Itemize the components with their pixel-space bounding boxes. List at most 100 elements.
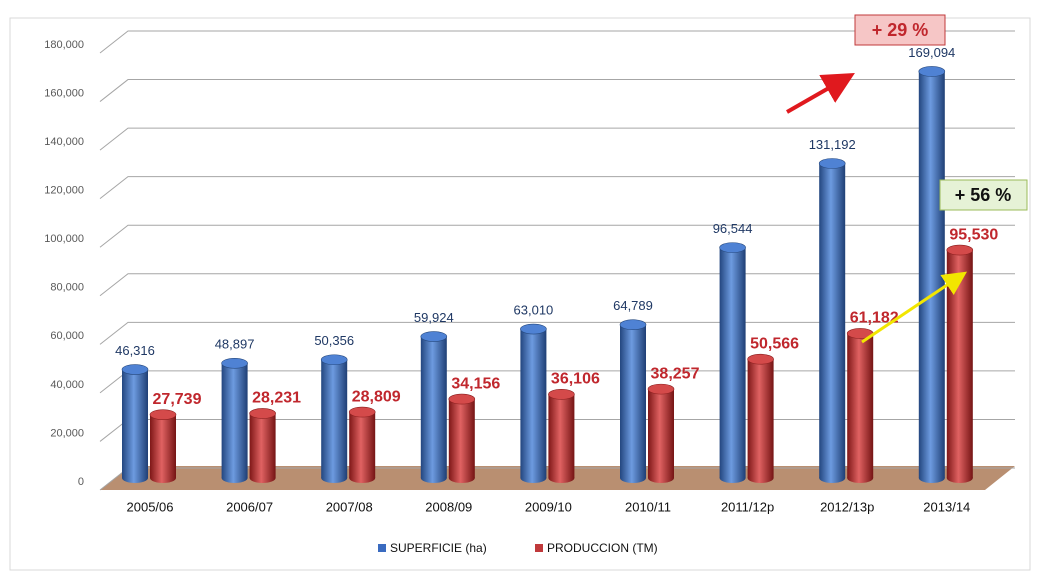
bar: [847, 333, 874, 478]
bar-cap: [448, 393, 476, 405]
bar: [520, 329, 547, 478]
y-tick-label: 100,000: [44, 233, 84, 245]
y-tick-label: 80,000: [50, 282, 84, 294]
value-label: 59,924: [414, 310, 454, 325]
bar-cap: [747, 353, 774, 365]
x-tick-label: 2010/11: [625, 499, 671, 514]
bar-cap: [348, 406, 376, 418]
bar: [747, 359, 774, 478]
y-tick-label: 140,000: [44, 136, 84, 148]
value-label: 34,156: [451, 375, 500, 392]
legend-label: PRODUCCION (TM): [547, 541, 658, 555]
value-label: 48,897: [215, 337, 255, 352]
x-tick-label: 2006/07: [226, 499, 273, 514]
bar: [719, 247, 746, 478]
arrow: [786, 73, 855, 114]
bar-cap: [818, 158, 846, 169]
x-tick-label: 2009/10: [525, 499, 572, 514]
bar-base: [620, 473, 646, 483]
bar: [221, 363, 248, 478]
y-tick-label: 20,000: [50, 427, 84, 439]
bar: [648, 389, 674, 478]
bar-base: [819, 473, 846, 483]
bar-base: [420, 473, 447, 483]
bar-base: [548, 473, 575, 483]
value-label: 63,010: [514, 302, 554, 317]
bar: [249, 413, 276, 478]
value-label: 61,182: [850, 310, 899, 327]
value-label: 169,094: [908, 45, 955, 60]
bar-base: [918, 473, 945, 483]
value-label: 28,231: [252, 390, 301, 407]
bar: [150, 414, 176, 478]
bar-base: [946, 473, 973, 483]
legend-label: SUPERFICIE (ha): [390, 541, 487, 555]
arrow: [861, 271, 967, 344]
bar: [420, 336, 447, 478]
bar: [349, 412, 376, 478]
legend-swatch: [378, 544, 386, 552]
bar: [819, 163, 846, 478]
bar-base: [249, 473, 276, 483]
grid-line: [99, 127, 1015, 151]
bar-base: [122, 473, 148, 483]
bar-base: [321, 473, 348, 483]
grid-line: [99, 224, 1015, 248]
bar: [918, 71, 945, 478]
grid-line: [99, 321, 1015, 345]
annotation: + 29 %: [872, 20, 929, 40]
legend-swatch: [535, 544, 543, 552]
value-label: 28,809: [352, 388, 401, 405]
x-tick-label: 2005/06: [127, 499, 174, 514]
value-label: 36,106: [551, 371, 600, 388]
x-tick-label: 2012/13p: [820, 499, 874, 514]
bar-base: [448, 473, 475, 483]
bar: [321, 359, 348, 478]
bar: [448, 399, 475, 478]
bar-cap: [946, 244, 974, 256]
value-label: 95,530: [949, 226, 998, 243]
y-tick-label: 40,000: [50, 379, 84, 391]
bar-base: [150, 473, 176, 483]
y-tick-label: 120,000: [44, 185, 84, 197]
value-label: 50,566: [750, 335, 799, 352]
x-tick-label: 2008/09: [425, 499, 472, 514]
bar-cap: [121, 364, 149, 375]
bar-base: [719, 473, 746, 483]
bar-cap: [420, 331, 448, 342]
bar-base: [520, 473, 547, 483]
value-label: 64,789: [613, 298, 653, 313]
bar-cap: [221, 357, 248, 369]
bar: [122, 369, 148, 478]
annotation: + 56 %: [955, 185, 1012, 205]
bar-cap: [149, 409, 177, 420]
y-tick-label: 160,000: [44, 87, 84, 99]
x-tick-label: 2013/14: [923, 499, 970, 514]
y-tick-label: 180,000: [44, 39, 84, 51]
x-tick-label: 2011/12p: [721, 499, 774, 514]
value-label: 131,192: [809, 137, 856, 152]
bar-cap: [719, 242, 746, 253]
value-label: 27,739: [153, 391, 202, 408]
value-label: 50,356: [314, 333, 354, 348]
x-tick-label: 2007/08: [326, 499, 373, 514]
bar-cap: [249, 408, 276, 419]
bar-cap: [619, 319, 647, 331]
annotation-box: [854, 14, 946, 46]
bar-base: [847, 473, 874, 483]
grid-line: [99, 30, 1015, 54]
bar-cap: [647, 383, 675, 395]
bar-base: [221, 473, 248, 483]
y-tick-label: 0: [78, 476, 84, 488]
value-label: 46,316: [115, 343, 155, 358]
y-tick-label: 60,000: [50, 330, 84, 342]
value-label: 38,257: [651, 365, 700, 382]
bar-cap: [918, 66, 946, 77]
bar: [548, 394, 575, 478]
annotation-box: [939, 179, 1028, 211]
bar-cap: [320, 354, 348, 366]
bar: [620, 324, 646, 478]
bar-cap: [520, 323, 547, 335]
grid-line: [99, 79, 1015, 102]
